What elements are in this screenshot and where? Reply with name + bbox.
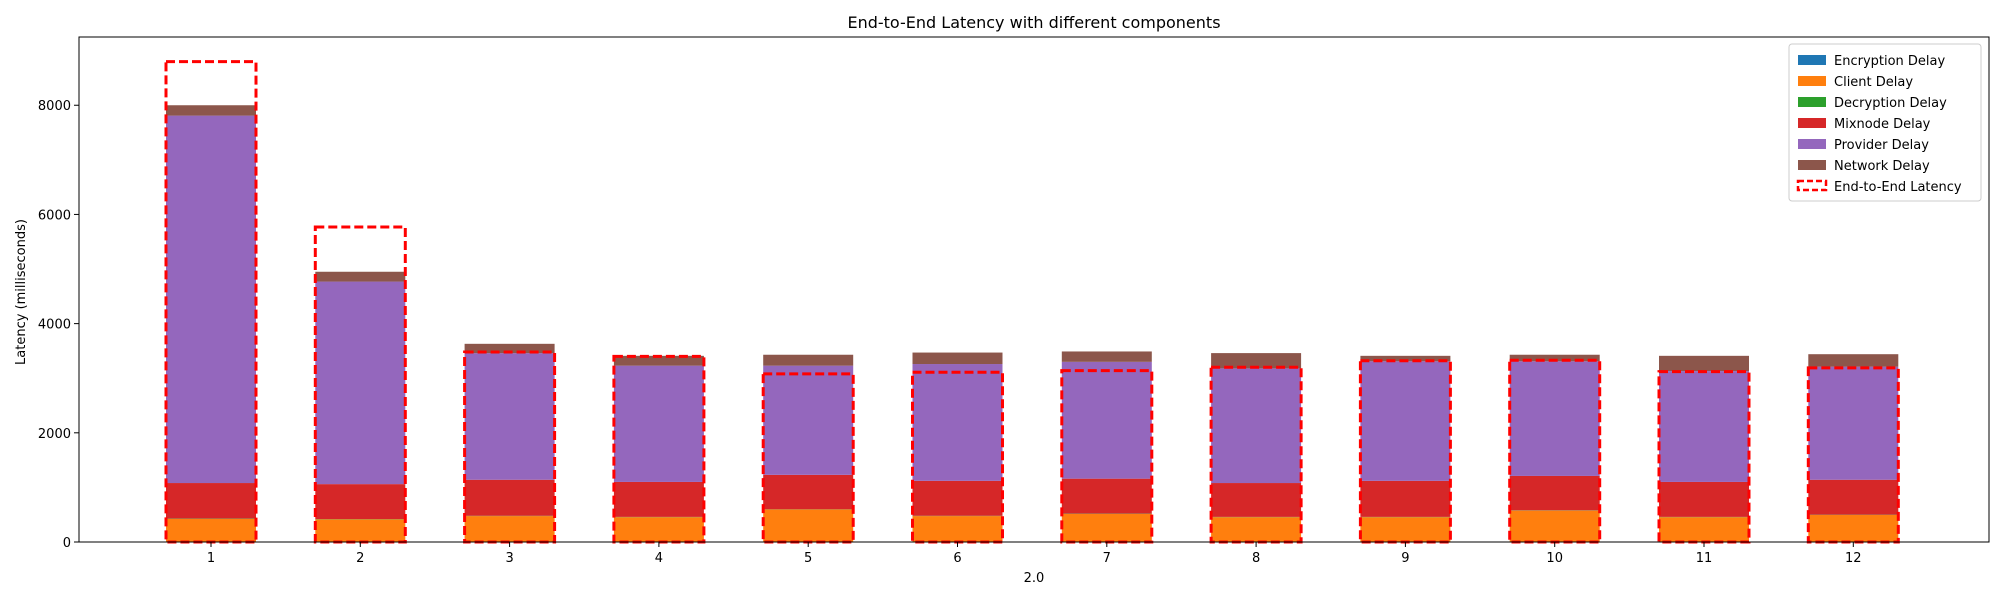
- bar-provider-delay-3: [465, 353, 555, 480]
- bar-provider-delay-2: [315, 282, 405, 485]
- bar-client-delay-2: [315, 519, 405, 541]
- bar-client-delay-10: [1510, 511, 1600, 542]
- bar-mixnode-delay-5: [763, 475, 853, 509]
- legend-swatch-mixnode-delay: [1798, 118, 1826, 128]
- bar-provider-delay-9: [1360, 361, 1450, 481]
- legend-label-encryption-delay: Encryption Delay: [1834, 54, 1946, 69]
- bar-client-delay-5: [763, 510, 853, 542]
- legend-swatch-network-delay: [1798, 160, 1826, 170]
- bar-network-delay-2: [315, 272, 405, 282]
- bar-network-delay-7: [1062, 351, 1152, 361]
- x-tick-label: 12: [1845, 551, 1862, 566]
- bar-provider-delay-1: [166, 116, 256, 483]
- legend-label-provider-delay: Provider Delay: [1834, 138, 1929, 153]
- end-to-end-overlay-group: [166, 62, 1898, 542]
- bar-network-delay-11: [1659, 356, 1749, 371]
- bar-network-delay-6: [913, 353, 1003, 364]
- x-tick-label: 10: [1546, 551, 1563, 566]
- bar-provider-delay-10: [1510, 361, 1600, 476]
- bar-client-delay-1: [166, 519, 256, 542]
- bar-network-delay-12: [1808, 354, 1898, 367]
- y-axis-label: Latency (milliseconds): [14, 219, 29, 365]
- bar-client-delay-9: [1360, 517, 1450, 542]
- bar-network-delay-5: [763, 355, 853, 366]
- bar-client-delay-4: [614, 517, 704, 542]
- x-tick-label: 9: [1401, 551, 1409, 566]
- legend-label-network-delay: Network Delay: [1834, 159, 1930, 174]
- bars-group: [166, 105, 1898, 542]
- x-tick-label: 5: [804, 551, 812, 566]
- y-tick-label: 0: [63, 536, 71, 551]
- bar-mixnode-delay-11: [1659, 482, 1749, 517]
- bar-mixnode-delay-12: [1808, 480, 1898, 515]
- y-tick-label: 8000: [38, 99, 71, 114]
- bar-mixnode-delay-9: [1360, 481, 1450, 517]
- y-axis: 0 2000 4000 6000 8000: [38, 99, 79, 551]
- bar-client-delay-6: [913, 516, 1003, 542]
- x-axis-label: 2.0: [1024, 571, 1045, 586]
- x-tick-label: 4: [655, 551, 663, 566]
- x-tick-label: 11: [1696, 551, 1713, 566]
- bar-network-delay-1: [166, 105, 256, 115]
- chart-title: End-to-End Latency with different compon…: [847, 13, 1220, 32]
- legend-swatch-client-delay: [1798, 76, 1826, 86]
- x-tick-label: 1: [207, 551, 215, 566]
- bar-provider-delay-12: [1808, 367, 1898, 480]
- y-tick-label: 6000: [38, 208, 71, 223]
- bar-provider-delay-5: [763, 366, 853, 475]
- bar-mixnode-delay-3: [465, 480, 555, 516]
- x-tick-label: 6: [953, 551, 961, 566]
- y-tick-label: 4000: [38, 318, 71, 333]
- bar-provider-delay-6: [913, 364, 1003, 481]
- bar-mixnode-delay-4: [614, 482, 704, 517]
- bar-provider-delay-11: [1659, 371, 1749, 482]
- legend-swatch-provider-delay: [1798, 139, 1826, 149]
- bar-mixnode-delay-1: [166, 483, 256, 518]
- bar-client-delay-11: [1659, 517, 1749, 542]
- bar-mixnode-delay-10: [1510, 476, 1600, 510]
- legend-label-decryption-delay: Decryption Delay: [1834, 96, 1947, 111]
- bar-mixnode-delay-8: [1211, 483, 1301, 517]
- legend-label-end-to-end-latency: End-to-End Latency: [1834, 180, 1962, 195]
- y-tick-label: 2000: [38, 427, 71, 442]
- bar-mixnode-delay-6: [913, 481, 1003, 516]
- bar-mixnode-delay-7: [1062, 479, 1152, 514]
- bar-client-delay-12: [1808, 515, 1898, 542]
- x-tick-label: 3: [505, 551, 513, 566]
- bar-client-delay-8: [1211, 517, 1301, 542]
- bar-client-delay-3: [465, 516, 555, 542]
- x-tick-label: 8: [1252, 551, 1260, 566]
- legend-label-mixnode-delay: Mixnode Delay: [1834, 117, 1931, 132]
- bar-provider-delay-4: [614, 366, 704, 482]
- legend: Encryption Delay Client Delay Decryption D…: [1789, 44, 1981, 201]
- legend-swatch-decryption-delay: [1798, 97, 1826, 107]
- bar-client-delay-7: [1062, 514, 1152, 542]
- x-tick-label: 7: [1103, 551, 1111, 566]
- legend-swatch-encryption-delay: [1798, 55, 1826, 65]
- bar-mixnode-delay-2: [315, 484, 405, 519]
- bar-provider-delay-7: [1062, 362, 1152, 479]
- legend-label-client-delay: Client Delay: [1834, 75, 1913, 90]
- bar-provider-delay-8: [1211, 368, 1301, 483]
- x-tick-label: 2: [356, 551, 364, 566]
